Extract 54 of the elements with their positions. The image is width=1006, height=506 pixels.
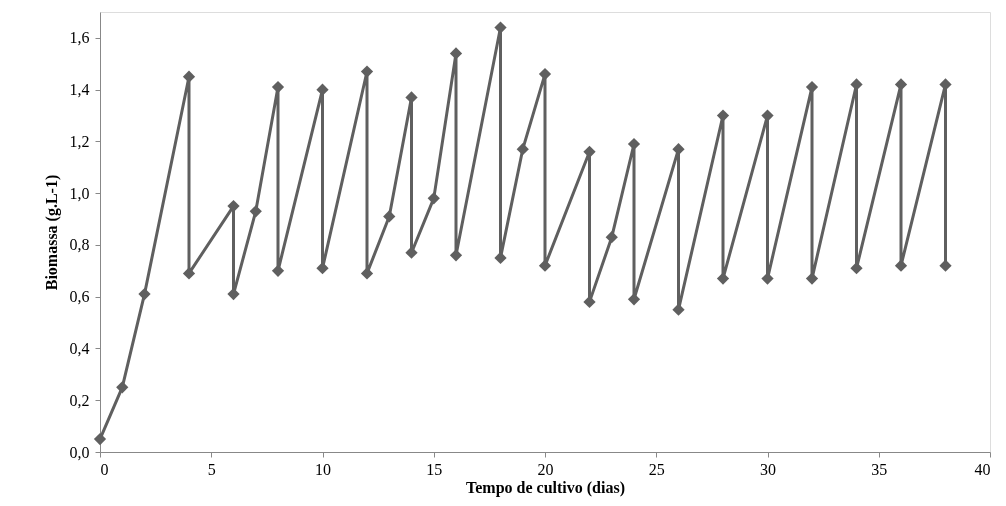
point — [360, 267, 374, 280]
point — [271, 80, 285, 94]
point — [805, 80, 819, 94]
point — [182, 267, 196, 280]
point — [116, 381, 129, 394]
y-tick-label: 0,4 — [69, 339, 90, 357]
point — [850, 262, 863, 275]
point — [138, 287, 151, 301]
point — [716, 109, 730, 122]
x-tick-label: 15 — [426, 460, 443, 478]
point — [894, 259, 908, 272]
point — [249, 205, 262, 218]
point — [227, 287, 240, 301]
x-tick-label: 35 — [871, 460, 888, 478]
point — [538, 259, 552, 272]
point — [627, 137, 641, 151]
point — [627, 293, 641, 306]
x-tick-label: 10 — [315, 460, 331, 478]
x-tick-label: 5 — [207, 460, 216, 478]
point — [538, 67, 552, 81]
x-tick-label: 0 — [100, 460, 109, 478]
x-tick-label: 40 — [974, 460, 991, 478]
point — [316, 262, 329, 275]
y-tick-label: 1,4 — [69, 81, 90, 99]
point — [894, 78, 908, 91]
point — [93, 432, 107, 446]
point — [182, 70, 196, 83]
y-tick-label: 0,8 — [69, 236, 90, 254]
y-tick-label: 0,0 — [69, 443, 90, 461]
point — [716, 272, 730, 285]
y-tick-label: 1,0 — [69, 184, 90, 202]
y-tick-label: 0,2 — [69, 391, 90, 409]
point — [605, 231, 618, 244]
y-axis-title: Biomassa (g.L-1) — [42, 174, 61, 291]
x-axis-title: Tempo de cultivo (dias) — [466, 478, 625, 497]
point — [360, 65, 374, 78]
point — [583, 145, 596, 158]
x-tick-label: 20 — [537, 460, 554, 478]
x-tick-label: 25 — [648, 460, 665, 478]
point — [383, 210, 396, 223]
point — [449, 47, 463, 60]
point — [449, 249, 463, 262]
y-tick-label: 1,6 — [69, 29, 90, 47]
x-tick-label: 30 — [760, 460, 776, 478]
y-tick-label: 1,2 — [69, 132, 90, 150]
y-tick-label: 0,6 — [69, 288, 90, 306]
point — [316, 83, 329, 96]
point — [271, 264, 285, 277]
point — [516, 143, 529, 156]
point — [227, 199, 240, 213]
point — [583, 295, 596, 309]
point — [494, 251, 507, 265]
point — [427, 192, 440, 205]
point — [805, 272, 819, 285]
